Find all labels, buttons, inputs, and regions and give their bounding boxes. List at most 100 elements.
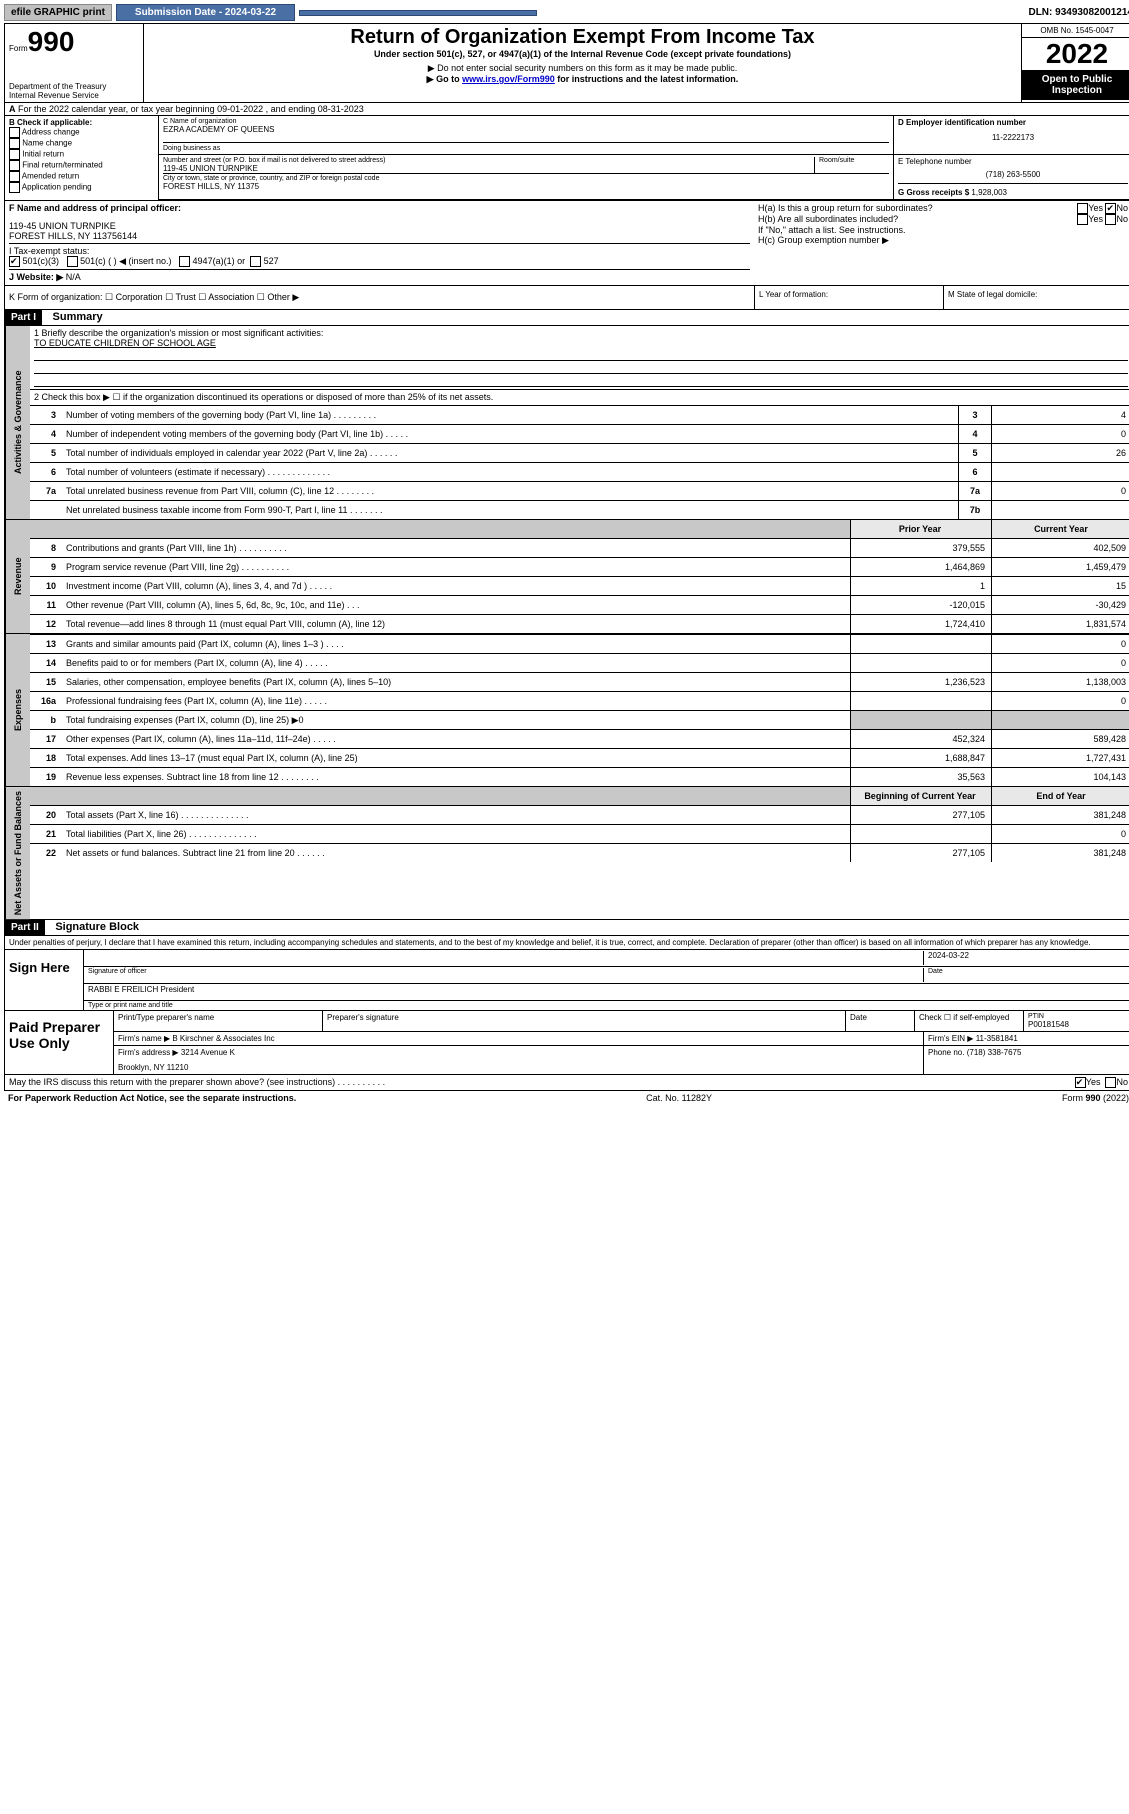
dept-treasury: Department of the Treasury xyxy=(9,82,139,91)
tab-netassets: Net Assets or Fund Balances xyxy=(5,787,30,919)
line-a-tax-year: A For the 2022 calendar year, or tax yea… xyxy=(4,103,1129,116)
sign-here-block: Sign Here 2024-03-22 Signature of office… xyxy=(4,950,1129,1011)
row-curr: 589,428 xyxy=(992,730,1129,749)
efile-button[interactable]: efile GRAPHIC print xyxy=(4,4,112,21)
row-prior: -120,015 xyxy=(851,596,992,615)
gov-ln: 6 xyxy=(30,463,62,482)
box-b-title: B Check if applicable: xyxy=(9,118,154,127)
blank-blue-button[interactable] xyxy=(299,10,537,16)
gov-lbl: Number of independent voting members of … xyxy=(62,425,959,444)
submission-date-button[interactable]: Submission Date - 2024-03-22 xyxy=(116,4,295,21)
f-addr1: 119-45 UNION TURNPIKE xyxy=(9,221,750,231)
row-ln: 22 xyxy=(30,844,62,863)
footer-left: For Paperwork Reduction Act Notice, see … xyxy=(8,1093,296,1103)
row-ln: 8 xyxy=(30,539,62,558)
page-footer: For Paperwork Reduction Act Notice, see … xyxy=(4,1091,1129,1105)
box-c-addr: Number and street (or P.O. box if mail i… xyxy=(159,155,893,199)
row-curr: 104,143 xyxy=(992,768,1129,787)
hb-yes-cb xyxy=(1077,214,1088,225)
row-prior: 277,105 xyxy=(851,806,992,825)
row-curr: -30,429 xyxy=(992,596,1129,615)
row-ln: b xyxy=(30,711,62,730)
i-527: 527 xyxy=(264,256,279,266)
header-mid: Return of Organization Exempt From Incom… xyxy=(144,24,1021,102)
part2-badge: Part II xyxy=(5,920,45,935)
part1-expenses: Expenses 13 Grants and similar amounts p… xyxy=(4,634,1129,787)
hb-no: No xyxy=(1116,214,1128,225)
row-ln: 10 xyxy=(30,577,62,596)
row-lbl: Total revenue—add lines 8 through 11 (mu… xyxy=(62,615,851,634)
firm-ein: 11-3581841 xyxy=(976,1034,1018,1043)
sign-here-label: Sign Here xyxy=(5,950,83,1010)
gov-lbl: Total number of volunteers (estimate if … xyxy=(62,463,959,482)
discuss-text: May the IRS discuss this return with the… xyxy=(9,1077,1075,1088)
box-l: L Year of formation: xyxy=(754,286,943,309)
officer-name: RABBI E FREILICH President xyxy=(88,985,194,999)
row-ln: 17 xyxy=(30,730,62,749)
row-prior: 35,563 xyxy=(851,768,992,787)
row-ln: 18 xyxy=(30,749,62,768)
form-header: Form990 Department of the Treasury Inter… xyxy=(4,23,1129,103)
firm-phone: (718) 338-7675 xyxy=(967,1048,1022,1057)
row-curr: 0 xyxy=(992,635,1129,654)
row-prior: 1,688,847 xyxy=(851,749,992,768)
row-curr: 402,509 xyxy=(992,539,1129,558)
row-lbl: Grants and similar amounts paid (Part IX… xyxy=(62,635,851,654)
firm-addr-label: Firm's address ▶ xyxy=(118,1048,179,1057)
opt-final-return: Final return/terminated xyxy=(9,160,154,171)
part1-netassets: Net Assets or Fund Balances Beginning of… xyxy=(4,787,1129,920)
row-prior xyxy=(851,825,992,844)
prep-check-hdr: Check ☐ if self-employed xyxy=(915,1011,1024,1031)
row-lbl: Professional fundraising fees (Part IX, … xyxy=(62,692,851,711)
gov-val: 0 xyxy=(992,425,1129,444)
f-addr2: FOREST HILLS, NY 113756144 xyxy=(9,231,750,241)
gov-val xyxy=(992,463,1129,482)
officer-name-label: Type or print name and title xyxy=(84,1001,1129,1010)
addr-value: 119-45 UNION TURNPIKE xyxy=(163,164,814,173)
row-prior xyxy=(851,692,992,711)
irs-label: Internal Revenue Service xyxy=(9,91,139,100)
row-curr: 0 xyxy=(992,692,1129,711)
row-curr: 15 xyxy=(992,577,1129,596)
cb-501c xyxy=(67,256,78,267)
tax-year: 2022 xyxy=(1022,38,1129,70)
irs-link[interactable]: www.irs.gov/Form990 xyxy=(462,74,555,84)
part1-badge: Part I xyxy=(5,310,42,325)
form-title: Return of Organization Exempt From Incom… xyxy=(150,26,1015,49)
row-curr: 1,727,431 xyxy=(992,749,1129,768)
row-curr xyxy=(992,711,1129,730)
discuss-row: May the IRS discuss this return with the… xyxy=(4,1075,1129,1091)
row-prior xyxy=(851,635,992,654)
firm-addr1: 3214 Avenue K xyxy=(181,1048,235,1057)
form-word: Form xyxy=(9,44,28,53)
firm-ein-label: Firm's EIN ▶ xyxy=(928,1034,973,1043)
open-public-badge: Open to Public Inspection xyxy=(1022,70,1129,100)
subtitle-2: ▶ Do not enter social security numbers o… xyxy=(150,63,1015,74)
opt-application-pending: Application pending xyxy=(9,182,154,193)
part2-title: Signature Block xyxy=(47,921,139,933)
h-c-label: H(c) Group exemption number ▶ xyxy=(758,235,1128,246)
firm-addr2: Brooklyn, NY 11210 xyxy=(118,1063,919,1072)
discuss-no: No xyxy=(1116,1077,1128,1088)
tab-governance: Activities & Governance xyxy=(5,326,30,519)
rev-blank-ln xyxy=(30,520,62,539)
part1-governance: Activities & Governance 1 Briefly descri… xyxy=(4,326,1129,520)
beg-year-hdr: Beginning of Current Year xyxy=(851,787,992,806)
box-b: B Check if applicable: Address change Na… xyxy=(5,116,159,200)
row-lbl: Total liabilities (Part X, line 26) . . … xyxy=(62,825,851,844)
ha-yes-cb xyxy=(1077,203,1088,214)
sub3-pre: ▶ Go to xyxy=(427,74,462,84)
city-value: FOREST HILLS, NY 11375 xyxy=(163,182,889,191)
phone-value: (718) 263-5500 xyxy=(898,170,1128,179)
opt-initial-return: Initial return xyxy=(9,149,154,160)
cb-527 xyxy=(250,256,261,267)
row-ln: 19 xyxy=(30,768,62,787)
gov-val: 4 xyxy=(992,406,1129,425)
part1-revenue: Revenue Prior Year Current Year 8 Contri… xyxy=(4,520,1129,634)
row-lbl: Other revenue (Part VIII, column (A), li… xyxy=(62,596,851,615)
form-number: 990 xyxy=(28,26,75,57)
gov-lbl: Net unrelated business taxable income fr… xyxy=(62,501,959,520)
row-lbl: Program service revenue (Part VIII, line… xyxy=(62,558,851,577)
firm-name-label: Firm's name ▶ xyxy=(118,1034,170,1043)
revenue-table: Prior Year Current Year 8 Contributions … xyxy=(30,520,1129,633)
